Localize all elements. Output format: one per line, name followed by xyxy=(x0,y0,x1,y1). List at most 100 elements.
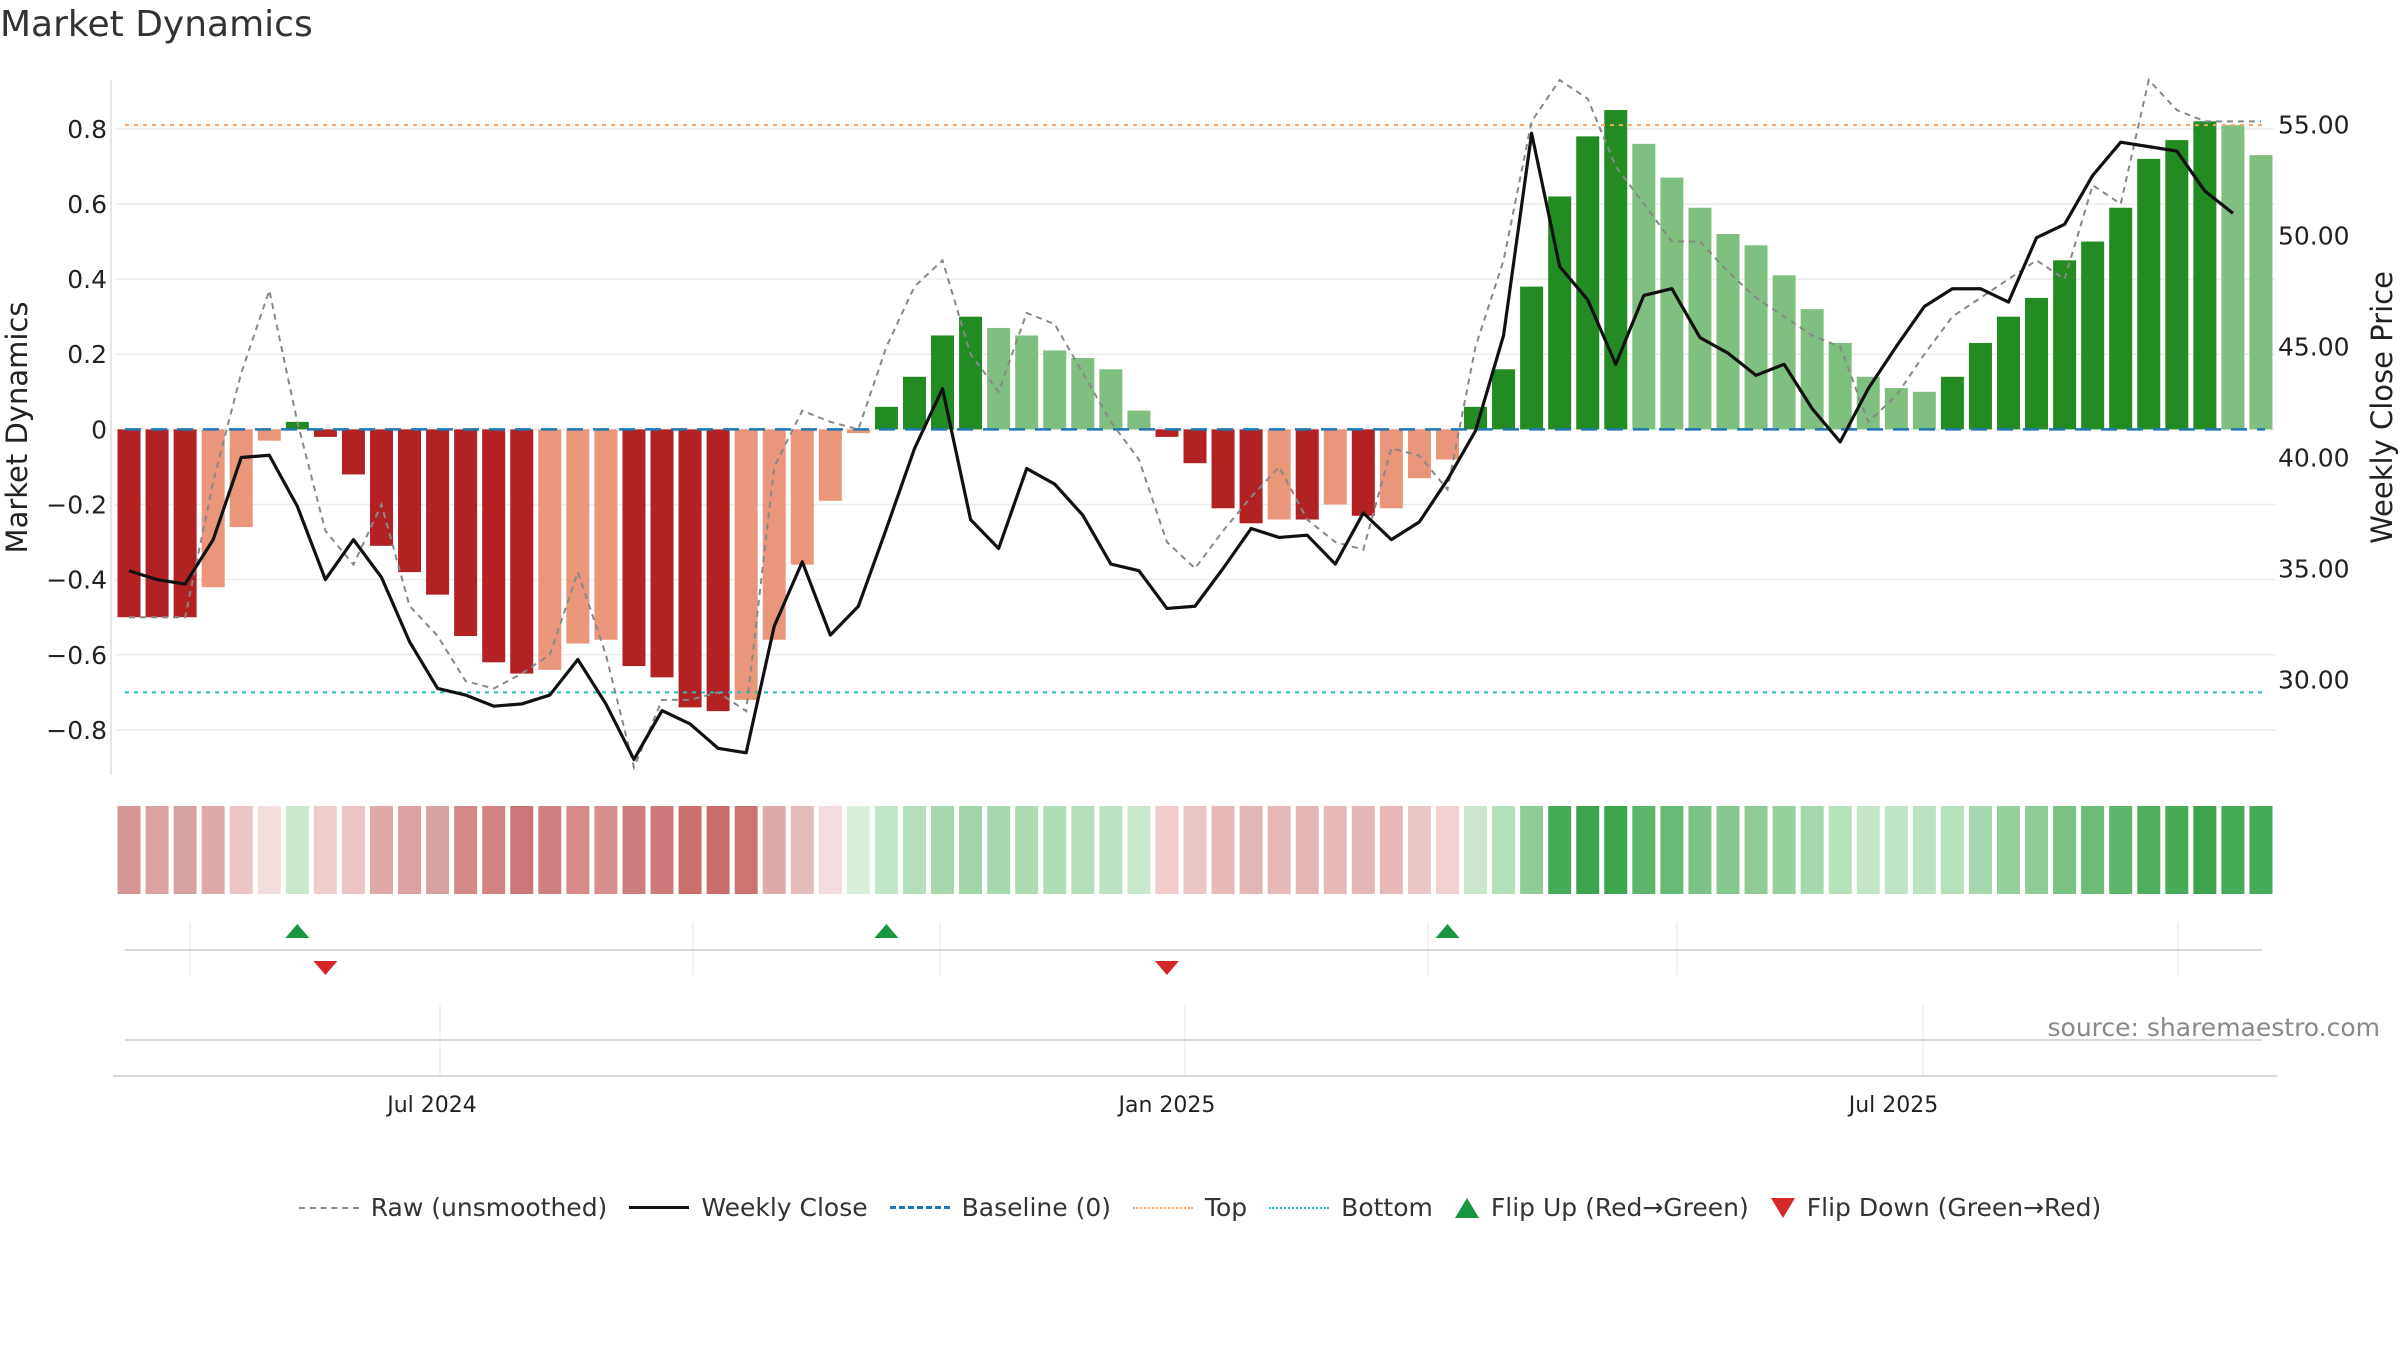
bar xyxy=(1520,286,1544,430)
regime-tile xyxy=(622,806,646,894)
regime-tile xyxy=(762,806,786,894)
legend-item-flip-up: Flip Up (Red→Green) xyxy=(1454,1193,1749,1222)
legend-swatch-weekly-close xyxy=(629,1206,690,1209)
regime-tile xyxy=(594,806,618,894)
bar xyxy=(1015,335,1039,430)
regime-tile xyxy=(678,806,702,894)
legend-label-top: Top xyxy=(1204,1193,1248,1222)
regime-tile xyxy=(2165,806,2189,894)
weekly-close-line xyxy=(128,131,2234,762)
y-tick-label-left: 0.6 xyxy=(67,190,107,219)
bar xyxy=(1632,143,1656,430)
regime-tile xyxy=(1183,806,1207,894)
regime-tile xyxy=(790,806,814,894)
regime-tile xyxy=(1239,806,1263,894)
bar xyxy=(369,429,393,546)
regime-tile xyxy=(2193,806,2217,894)
bar xyxy=(482,429,506,663)
legend-item-weekly-close: Weekly Close xyxy=(629,1193,868,1222)
bar xyxy=(1604,110,1628,430)
flip-up-marker xyxy=(285,924,310,938)
y-tick-label-left: −0.2 xyxy=(46,491,107,520)
y-tick-label-left: 0.8 xyxy=(67,115,107,144)
bar xyxy=(2109,207,2133,430)
raw-line xyxy=(129,77,2261,771)
regime-tile xyxy=(2025,806,2049,894)
y-tick-label-right: 40.00 xyxy=(2278,443,2350,472)
bar xyxy=(1716,234,1740,430)
regime-tile xyxy=(1716,806,1740,894)
bar xyxy=(594,429,618,640)
regime-tile xyxy=(1548,806,1572,894)
bar xyxy=(846,429,870,434)
legend-swatch-top xyxy=(1132,1206,1193,1209)
legend-item-top: Top xyxy=(1132,1193,1248,1222)
bar xyxy=(1323,429,1347,505)
bar xyxy=(2193,121,2217,430)
bar xyxy=(762,429,786,640)
regime-tile xyxy=(510,806,534,894)
bar xyxy=(1912,391,1936,430)
y-tick-label-left: −0.6 xyxy=(46,641,107,670)
regime-tile xyxy=(1520,806,1544,894)
legend-label-flip-down: Flip Down (Green→Red) xyxy=(1806,1193,2102,1222)
regime-tile xyxy=(1688,806,1712,894)
legend-swatch-bottom xyxy=(1269,1206,1330,1209)
regime-tile xyxy=(706,806,730,894)
bar xyxy=(538,429,562,670)
bar xyxy=(1099,369,1123,430)
regime-tile xyxy=(1351,806,1375,894)
bar xyxy=(1576,136,1600,430)
regime-tile xyxy=(117,806,141,894)
flip-down-marker xyxy=(313,961,338,975)
regime-tile xyxy=(398,806,422,894)
regime-tile xyxy=(1099,806,1123,894)
regime-tile xyxy=(1940,806,1964,894)
legend-label-bottom: Bottom xyxy=(1341,1193,1433,1222)
bar xyxy=(1071,358,1095,430)
legend-label-raw: Raw (unsmoothed) xyxy=(370,1193,608,1222)
regime-tile xyxy=(1997,806,2021,894)
regime-tile xyxy=(1323,806,1347,894)
regime-tile xyxy=(2053,806,2077,894)
bar xyxy=(1379,429,1403,509)
chart-title: Market Dynamics xyxy=(0,4,313,45)
legend-item-flip-down: Flip Down (Green→Red) xyxy=(1770,1193,2102,1222)
regime-tile xyxy=(1856,806,1880,894)
bar xyxy=(2137,158,2161,430)
bar xyxy=(650,429,674,678)
bar xyxy=(173,429,197,618)
regime-tile xyxy=(1604,806,1628,894)
flip-up-marker xyxy=(874,924,899,938)
bar xyxy=(902,376,926,430)
regime-tile xyxy=(818,806,842,894)
y-tick-label-right: 35.00 xyxy=(2278,554,2350,583)
regime-tile xyxy=(1772,806,1796,894)
y-tick-label-right: 55.00 xyxy=(2278,110,2350,139)
y-tick-label-right: 50.00 xyxy=(2278,221,2350,250)
y-tick-label-right: 45.00 xyxy=(2278,332,2350,361)
regime-tile xyxy=(1884,806,1908,894)
regime-tile xyxy=(1464,806,1488,894)
regime-tile xyxy=(1576,806,1600,894)
bar xyxy=(341,429,365,475)
x-tick-label: Jul 2024 xyxy=(385,1093,477,1118)
legend-swatch-baseline xyxy=(889,1206,950,1209)
regime-tile xyxy=(201,806,225,894)
bar xyxy=(622,429,646,667)
regime-tile xyxy=(285,806,309,894)
regime-tile xyxy=(145,806,169,894)
regime-tile xyxy=(257,806,281,894)
y-axis-label-left: Market Dynamics xyxy=(0,302,34,554)
regime-tile xyxy=(1660,806,1684,894)
bar xyxy=(706,429,730,712)
regime-tile xyxy=(1800,806,1824,894)
bar xyxy=(1548,196,1572,430)
bar xyxy=(1211,429,1235,509)
regime-tile xyxy=(482,806,506,894)
bar xyxy=(959,316,983,430)
regime-tile xyxy=(1155,806,1179,894)
triangle-up-icon xyxy=(1454,1197,1479,1218)
y-tick-label-left: −0.8 xyxy=(46,716,107,745)
bar xyxy=(874,406,898,430)
